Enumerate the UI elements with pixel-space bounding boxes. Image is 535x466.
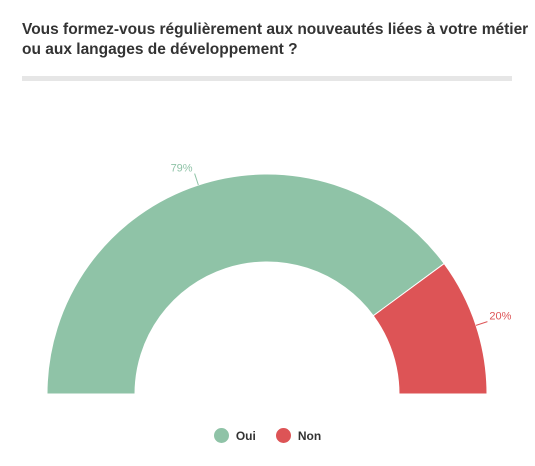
data-label-oui: 79%	[171, 163, 193, 175]
chart-callouts: 79% 20%	[171, 163, 512, 326]
callout-line-oui	[194, 173, 199, 186]
chart-title-line-1: Vous formez-vous régulièrement aux nouve…	[22, 21, 529, 38]
callout-line-non	[475, 321, 488, 326]
legend-item-non[interactable]: Non	[275, 428, 322, 443]
chart-slices	[46, 173, 488, 395]
chart-title: Vous formez-vous régulièrement aux nouve…	[22, 20, 529, 60]
data-label-non: 20%	[489, 311, 511, 323]
slice-oui[interactable]	[46, 173, 445, 395]
chart-title-line-2: ou aux langages de développement ?	[22, 41, 298, 58]
legend-label-non: Non	[297, 428, 322, 443]
legend-item-oui[interactable]: Oui	[213, 428, 256, 443]
legend-swatch-oui	[213, 428, 229, 443]
semi-donut-chart: 79% 20%	[46, 163, 512, 395]
chart-legend: Oui Non	[0, 428, 535, 443]
legend-label-oui: Oui	[235, 428, 256, 443]
legend-swatch-non	[275, 428, 291, 443]
title-divider	[22, 76, 512, 81]
slice-non[interactable]	[372, 262, 488, 395]
